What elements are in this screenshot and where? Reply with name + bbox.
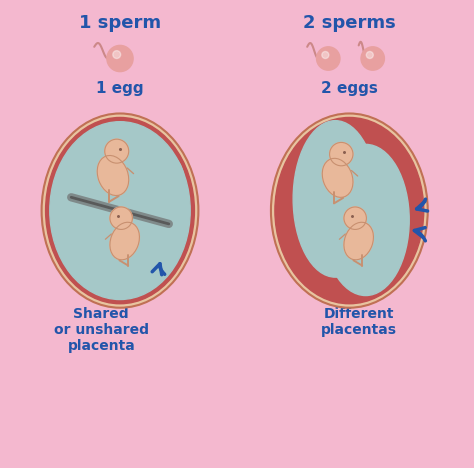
FancyArrowPatch shape bbox=[417, 199, 428, 211]
Ellipse shape bbox=[61, 136, 184, 225]
Ellipse shape bbox=[293, 121, 377, 277]
Ellipse shape bbox=[271, 113, 428, 308]
Text: placenta: placenta bbox=[67, 339, 135, 353]
Circle shape bbox=[344, 207, 366, 229]
Ellipse shape bbox=[46, 117, 194, 304]
FancyArrowPatch shape bbox=[71, 197, 169, 224]
Circle shape bbox=[317, 47, 340, 70]
Ellipse shape bbox=[42, 113, 199, 308]
Circle shape bbox=[113, 51, 121, 58]
Ellipse shape bbox=[275, 117, 424, 304]
Circle shape bbox=[110, 207, 132, 229]
Circle shape bbox=[361, 47, 384, 70]
FancyArrowPatch shape bbox=[71, 197, 169, 224]
Text: 2 eggs: 2 eggs bbox=[321, 81, 378, 96]
Circle shape bbox=[322, 51, 329, 58]
Circle shape bbox=[366, 51, 374, 58]
Ellipse shape bbox=[322, 144, 409, 296]
Text: placentas: placentas bbox=[321, 323, 397, 337]
Circle shape bbox=[105, 139, 129, 163]
Ellipse shape bbox=[322, 158, 353, 197]
Ellipse shape bbox=[110, 222, 139, 260]
Text: 1 sperm: 1 sperm bbox=[79, 15, 161, 32]
Circle shape bbox=[329, 142, 353, 166]
Text: 2 sperms: 2 sperms bbox=[303, 15, 396, 32]
FancyArrowPatch shape bbox=[152, 263, 164, 275]
FancyArrowPatch shape bbox=[414, 227, 425, 241]
Text: or unshared: or unshared bbox=[54, 323, 149, 337]
Ellipse shape bbox=[97, 155, 129, 196]
Text: 1 egg: 1 egg bbox=[96, 81, 144, 96]
Text: Shared: Shared bbox=[73, 307, 129, 321]
Text: Different: Different bbox=[323, 307, 394, 321]
Ellipse shape bbox=[344, 222, 374, 260]
Ellipse shape bbox=[50, 122, 190, 300]
Ellipse shape bbox=[58, 190, 177, 283]
Circle shape bbox=[107, 45, 133, 72]
Ellipse shape bbox=[279, 122, 419, 300]
